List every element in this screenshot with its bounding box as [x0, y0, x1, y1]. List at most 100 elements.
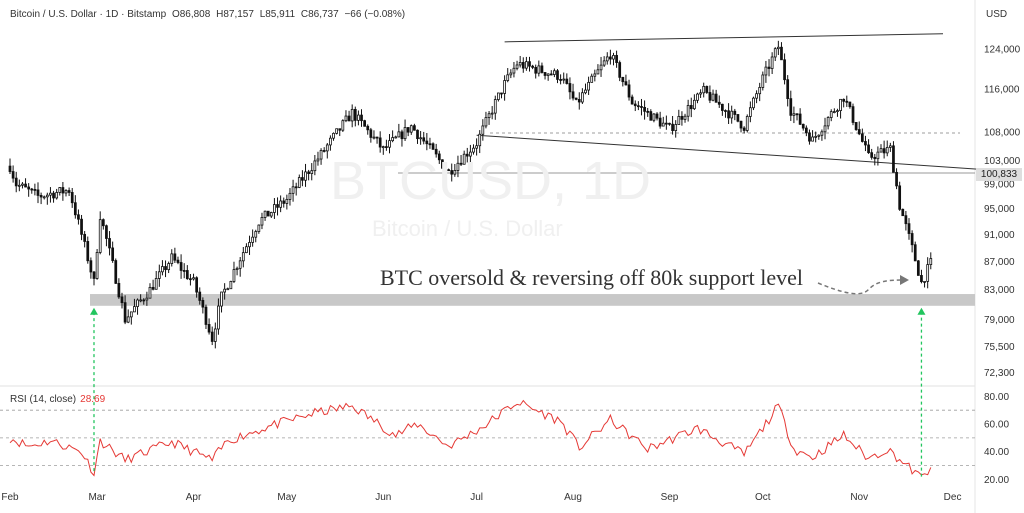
candle-body [792, 113, 796, 116]
candle-body [419, 137, 422, 140]
candle-body [111, 247, 115, 261]
candle-body [888, 145, 892, 148]
candle-body [683, 115, 687, 120]
candle-body [73, 202, 77, 216]
candle-body [717, 101, 721, 105]
candle-body [624, 81, 628, 86]
candle-body [854, 122, 858, 130]
candle-body [30, 188, 34, 191]
candle-body [297, 177, 301, 188]
currency-label[interactable]: USD [986, 9, 1008, 20]
candle-body [655, 113, 659, 119]
candle-body [490, 112, 494, 115]
candle-body [245, 246, 248, 254]
support-zone [90, 294, 975, 306]
candle-body [14, 177, 18, 187]
candle-body [693, 99, 696, 110]
rsi-legend[interactable]: RSI (14, close) 28.69 [10, 394, 105, 405]
candle-body [70, 192, 74, 204]
candle-body [105, 225, 108, 239]
candle-body [235, 267, 239, 271]
candle-body [873, 156, 877, 160]
candle-body [17, 184, 21, 187]
candle-body [711, 93, 715, 101]
price-tick-label: 87,000 [984, 257, 1015, 268]
candle-body [49, 192, 52, 196]
support-arrowhead [917, 307, 926, 315]
x-tick-label: Oct [755, 492, 771, 503]
rsi-tick-label: 20.00 [984, 475, 1009, 486]
candle-body [58, 187, 62, 193]
candle-body [773, 48, 777, 58]
candle-body [276, 204, 279, 208]
candle-body [469, 151, 472, 157]
candle-body [599, 64, 603, 71]
candle-body [332, 132, 335, 139]
candle-body [381, 146, 385, 149]
price-tick-label: 103,000 [984, 156, 1021, 167]
candle-body [217, 305, 220, 330]
candle-body [378, 137, 382, 148]
change-value: −66 (−0.08%) [344, 9, 406, 20]
candle-body [577, 99, 581, 103]
candle-body [752, 97, 755, 109]
candle-body [829, 111, 833, 118]
candle-body [581, 92, 584, 103]
price-tick-label: 83,000 [984, 285, 1015, 296]
candle-body [357, 114, 360, 121]
candle-body [195, 277, 199, 293]
candle-body [901, 208, 905, 217]
candle-body [475, 145, 478, 149]
candle-body [764, 66, 768, 76]
candle-body [182, 270, 186, 272]
candle-body [192, 277, 195, 280]
candle-body [133, 306, 136, 313]
candle-body [637, 105, 640, 108]
candle-body [506, 74, 510, 81]
rsi-tick-label: 40.00 [984, 447, 1009, 458]
candle-body [251, 236, 255, 243]
candle-body [870, 152, 874, 158]
candle-body [55, 192, 59, 199]
candle-body [114, 260, 118, 284]
candle-body [325, 144, 329, 152]
price-tick-label: 95,000 [984, 204, 1015, 215]
candle-body [556, 70, 559, 80]
candle-body [279, 200, 282, 208]
candle-body [736, 114, 740, 122]
candle-body [605, 56, 609, 62]
price-tick-label: 99,000 [984, 180, 1015, 191]
candle-body [263, 210, 267, 218]
candle-body [83, 233, 87, 242]
candle-body [817, 134, 821, 137]
candle-body [661, 122, 665, 127]
candle-body [528, 61, 531, 67]
candle-body [512, 67, 516, 74]
watermark-ticker: BTCUSD, 1D [330, 151, 652, 211]
candle-body [500, 92, 503, 95]
candle-body [179, 262, 183, 271]
candle-body [590, 75, 594, 83]
candle-body [294, 186, 298, 189]
candle-body [587, 81, 590, 91]
candle-body [668, 122, 671, 125]
candle-body [907, 223, 911, 234]
candle-body [618, 62, 622, 78]
symbol-label[interactable]: Bitcoin / U.S. Dollar · 1D · Bitstamp [10, 9, 167, 20]
candle-body [652, 113, 656, 121]
candle-body [360, 114, 363, 122]
candle-body [472, 147, 475, 153]
candle-body [409, 125, 413, 133]
price-tick-label: 124,000 [984, 45, 1021, 56]
candle-body [646, 110, 650, 113]
candle-body [568, 83, 572, 93]
ohlc-header: Bitcoin / U.S. Dollar · 1D · Bitstamp O8… [10, 9, 408, 20]
x-tick-label: Feb [1, 492, 19, 503]
candle-body [832, 111, 836, 113]
candle-body [842, 98, 846, 102]
candle-body [207, 324, 211, 333]
candle-body [145, 297, 149, 301]
candle-body [304, 171, 307, 181]
candle-body [80, 218, 83, 235]
candle-body [658, 117, 662, 127]
